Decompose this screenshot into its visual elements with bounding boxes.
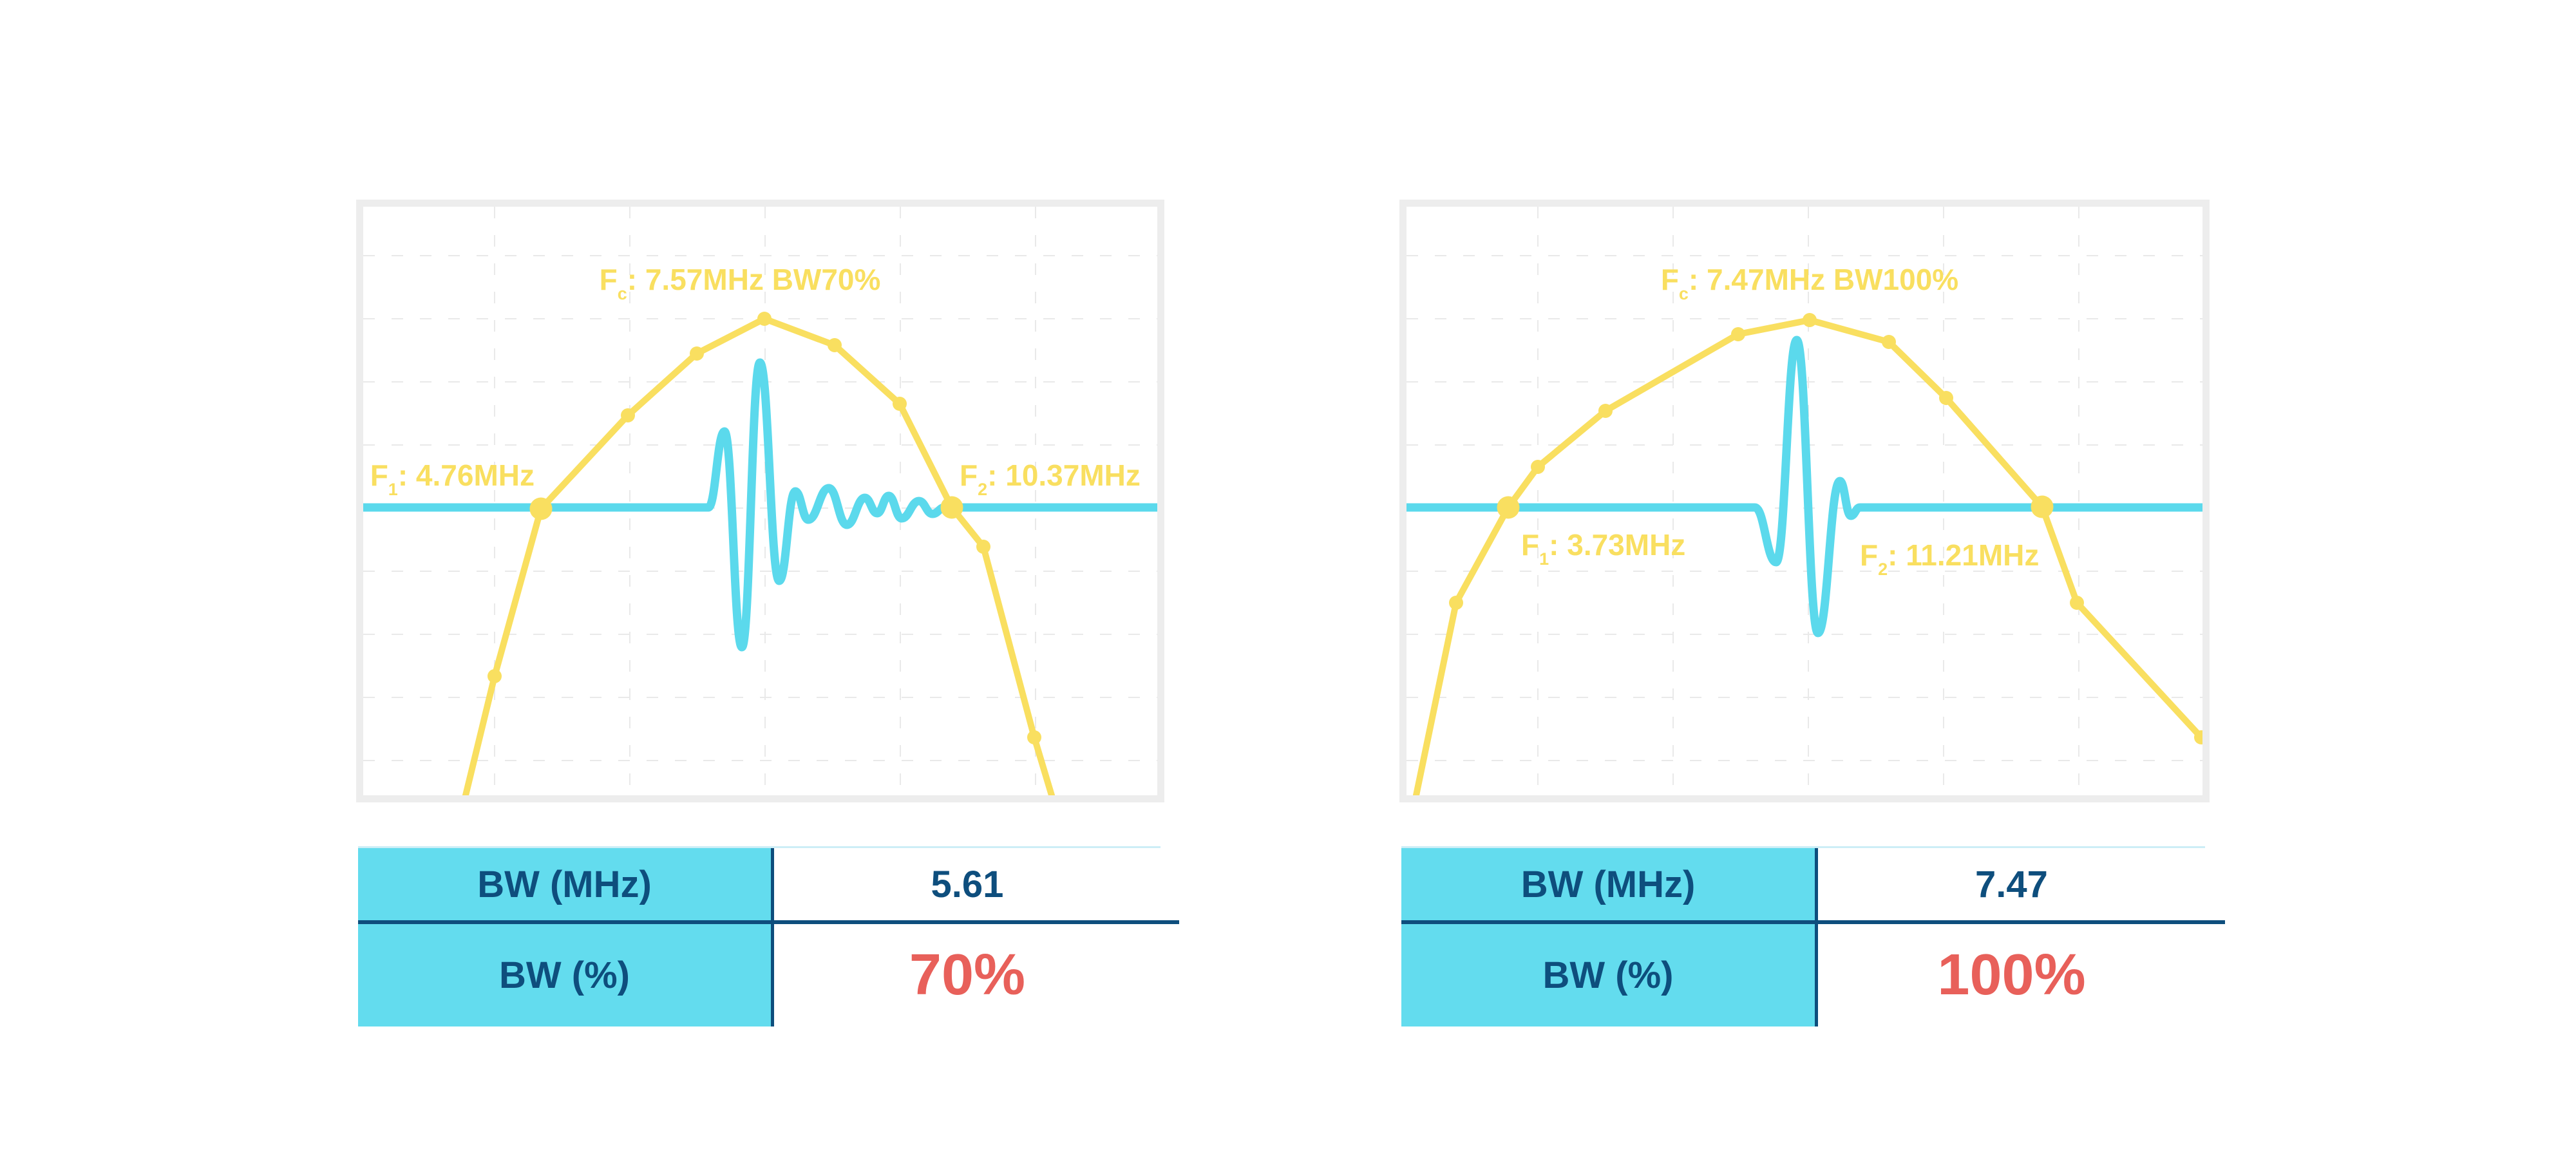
f1-subscript: 1 — [388, 480, 398, 499]
data-point-marker — [1882, 335, 1896, 349]
cutoff-point-marker — [940, 496, 963, 519]
lower-cutoff-label: F1: 4.76MHz — [370, 459, 535, 499]
data-point-marker — [1027, 730, 1041, 744]
pulse-echo-waveform — [1406, 336, 2202, 638]
f1-value: : 4.76MHz — [397, 459, 535, 492]
bandwidth-table-right: BW (MHz) 7.47 BW (%) 100% — [1401, 846, 2225, 1028]
data-point-marker — [893, 397, 907, 411]
f2-subscript: 2 — [1878, 560, 1888, 579]
upper-cutoff-label: F2: 11.21MHz — [1860, 538, 2040, 579]
table-top-rule — [1401, 846, 2205, 848]
table-row-rule — [1401, 920, 2225, 924]
bw-percent-value: 70% — [909, 943, 1026, 1007]
fc-subscript: c — [617, 284, 627, 303]
f2-symbol: F — [1860, 538, 1879, 572]
table-top-rule — [358, 846, 1160, 848]
f2-subscript: 2 — [978, 480, 988, 499]
f1-value: : 3.73MHz — [1549, 528, 1686, 562]
data-point-marker — [1803, 313, 1817, 327]
data-point-marker — [690, 346, 704, 361]
cutoff-point-marker — [529, 497, 553, 520]
spectrum-chart-left: Fc: 7.57MHz BW70% F1: 4.76MHz F2: 10.37M… — [356, 200, 1164, 802]
data-point-marker — [1598, 404, 1613, 418]
data-point-marker — [1731, 327, 1745, 341]
center-frequency-label: Fc: 7.47MHz BW100% — [1660, 263, 1959, 303]
data-point-marker — [757, 312, 772, 326]
table-header-fill — [1401, 848, 1815, 1026]
data-point-marker — [1531, 460, 1545, 474]
data-point-marker — [2194, 730, 2202, 744]
upper-cutoff-label: F2: 10.37MHz — [960, 459, 1141, 499]
spectrum-curve — [1413, 317, 2202, 795]
table-row-rule — [358, 920, 1179, 924]
cutoff-point-marker — [2031, 495, 2054, 518]
data-point-marker — [488, 669, 502, 683]
f2-value: : 10.37MHz — [987, 459, 1141, 492]
bw-mhz-label: BW (MHz) — [1520, 863, 1696, 905]
bw-mhz-value: 5.61 — [931, 863, 1004, 905]
bandwidth-table-left: BW (MHz) 5.61 BW (%) 70% — [358, 846, 1179, 1028]
fc-value: : 7.47MHz BW100% — [1688, 263, 1959, 296]
data-point-marker — [828, 338, 842, 352]
pulse-echo-waveform — [363, 358, 1157, 652]
table-column-rule — [771, 848, 774, 1026]
f1-symbol: F — [1521, 528, 1540, 562]
lower-cutoff-label: F1: 3.73MHz — [1521, 528, 1686, 569]
chart-plot-area — [1406, 207, 2202, 795]
data-point-marker — [1939, 391, 1953, 405]
spectrum-curve — [462, 316, 1055, 795]
bw-percent-value: 100% — [1937, 943, 2086, 1007]
f2-symbol: F — [960, 459, 978, 492]
fc-symbol: F — [599, 263, 618, 296]
data-point-marker — [976, 540, 990, 554]
f1-subscript: 1 — [1539, 549, 1549, 569]
bw-mhz-label: BW (MHz) — [477, 863, 652, 905]
spectrum-chart-right: Fc: 7.47MHz BW100% F1: 3.73MHz F2: 11.21… — [1399, 200, 2210, 802]
f2-value: : 11.21MHz — [1888, 538, 2040, 572]
fc-symbol: F — [1660, 263, 1679, 296]
bw-mhz-value: 7.47 — [1975, 863, 2048, 905]
table-column-rule — [1815, 848, 1818, 1026]
data-point-marker — [621, 408, 635, 422]
f1-symbol: F — [370, 459, 388, 492]
table-header-fill — [358, 848, 771, 1026]
data-point-marker — [2070, 596, 2084, 610]
cutoff-point-marker — [1497, 496, 1520, 519]
data-point-marker — [1449, 596, 1463, 610]
fc-subscript: c — [1678, 284, 1689, 303]
bw-percent-label: BW (%) — [1542, 954, 1674, 996]
chart-plot-area — [363, 207, 1157, 795]
fc-value: : 7.57MHz BW70% — [627, 263, 881, 296]
bw-percent-label: BW (%) — [499, 954, 630, 996]
center-frequency-label: Fc: 7.57MHz BW70% — [599, 263, 881, 303]
